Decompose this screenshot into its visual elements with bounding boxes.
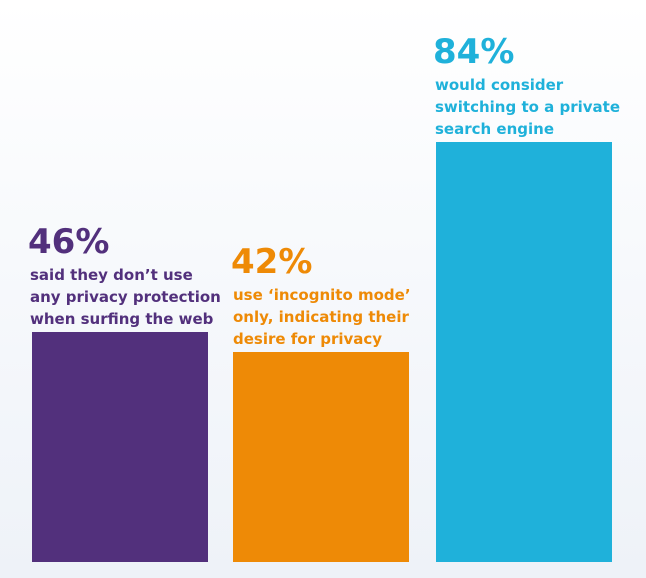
bar-3-description: would consider switching to a private se…	[435, 76, 621, 138]
bar-2-description: use ‘incognito mode’ only, indicating th…	[233, 286, 411, 348]
bar-1-value-label: 46%	[28, 222, 110, 262]
bar-1	[32, 332, 208, 562]
bar-3-value-label: 84%	[433, 32, 515, 72]
bar-3	[436, 142, 612, 562]
bar-2	[233, 352, 409, 562]
bar-1-description: said they don’t use any privacy protecti…	[30, 266, 221, 328]
bar-2-value-label: 42%	[231, 242, 313, 282]
